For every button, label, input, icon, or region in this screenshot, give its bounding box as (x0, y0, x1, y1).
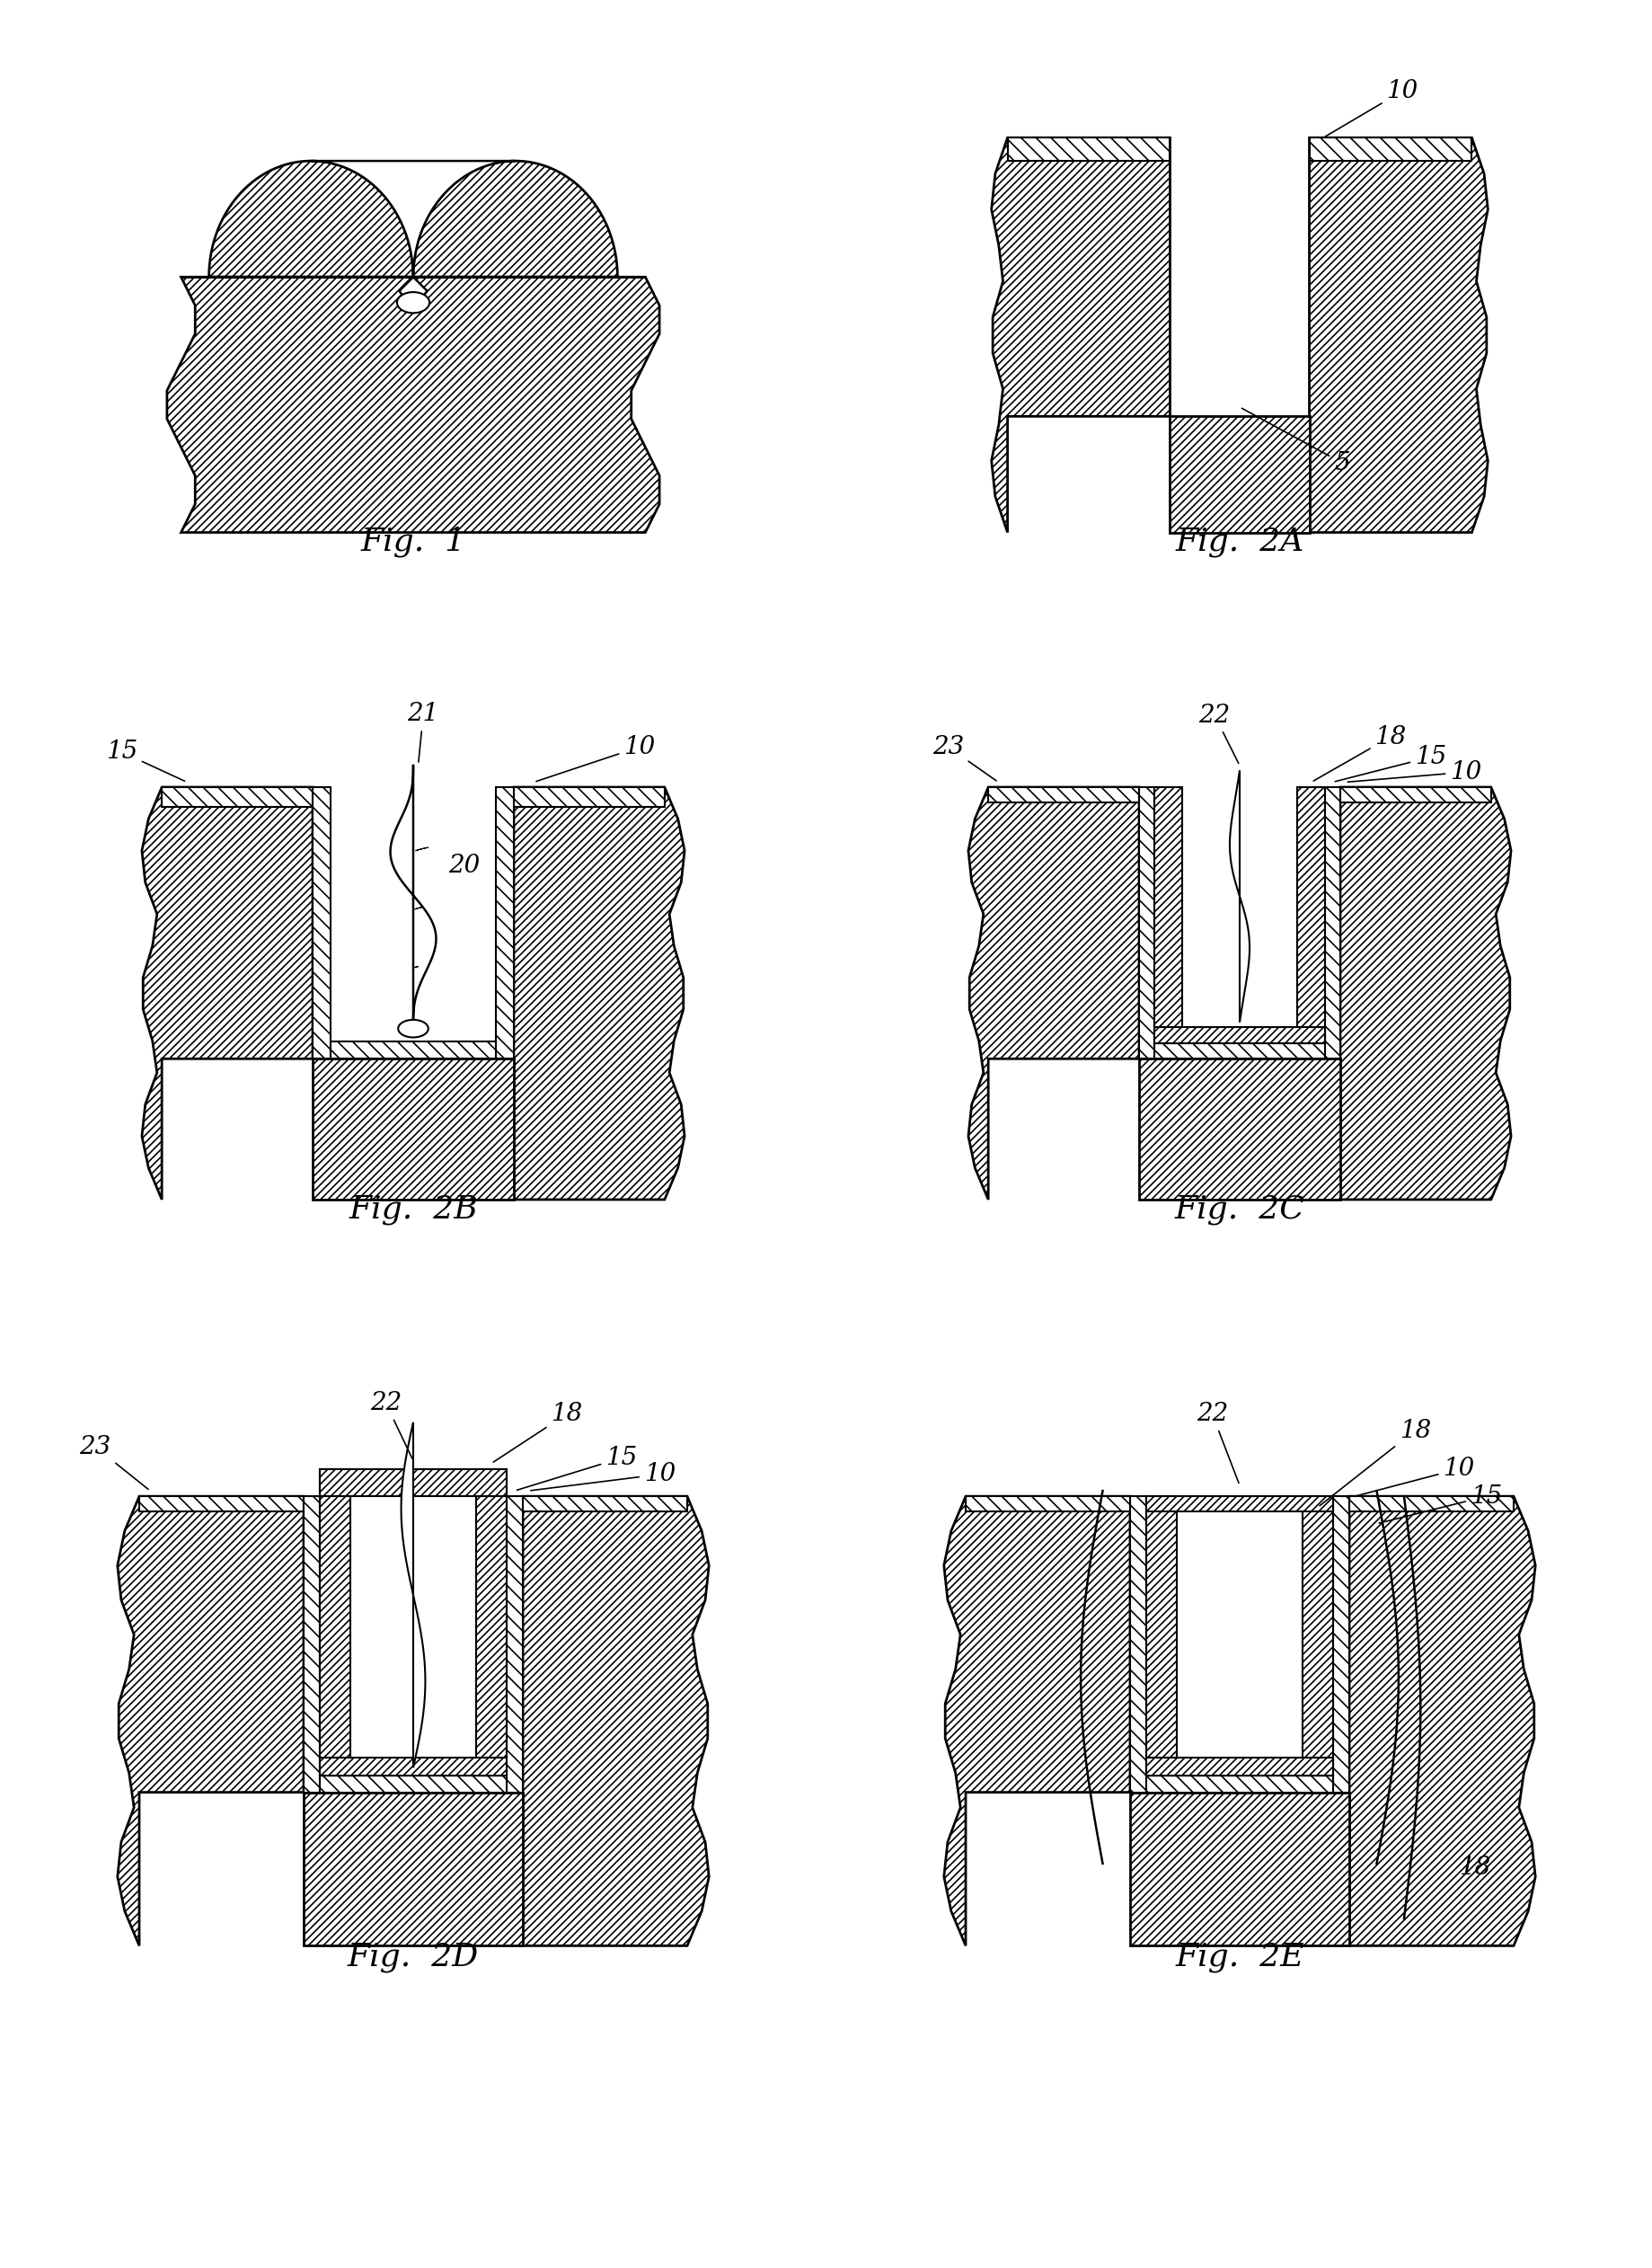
Polygon shape (312, 787, 330, 1059)
Polygon shape (312, 1059, 514, 1200)
Polygon shape (943, 1497, 1130, 1946)
Polygon shape (401, 1422, 425, 1767)
Text: 20: 20 (448, 853, 479, 878)
Polygon shape (139, 1497, 304, 1513)
Polygon shape (1325, 787, 1340, 1059)
Text: Fig.  1: Fig. 1 (360, 526, 466, 558)
Text: 10: 10 (530, 1463, 676, 1490)
Polygon shape (1308, 138, 1470, 161)
Text: 10: 10 (535, 735, 654, 782)
Polygon shape (162, 787, 312, 807)
Polygon shape (390, 764, 436, 1025)
Polygon shape (506, 1497, 522, 1792)
Polygon shape (1229, 771, 1249, 1023)
Text: 10: 10 (1325, 79, 1417, 136)
Polygon shape (320, 1470, 350, 1776)
Text: 15: 15 (106, 739, 185, 780)
Polygon shape (1297, 787, 1325, 1043)
Text: 18: 18 (494, 1402, 582, 1463)
Polygon shape (1348, 1497, 1535, 1946)
Polygon shape (142, 787, 312, 1200)
Polygon shape (1302, 1497, 1332, 1776)
Polygon shape (476, 1470, 506, 1776)
Polygon shape (988, 787, 1138, 803)
Text: 15: 15 (517, 1445, 638, 1490)
Polygon shape (1138, 787, 1153, 1059)
Polygon shape (413, 161, 618, 277)
Polygon shape (320, 1470, 506, 1497)
Polygon shape (167, 277, 659, 533)
Polygon shape (208, 161, 413, 277)
Polygon shape (1153, 1043, 1325, 1059)
Text: 21: 21 (408, 703, 439, 762)
Polygon shape (1130, 1497, 1146, 1792)
Polygon shape (1340, 787, 1510, 1200)
Polygon shape (311, 161, 515, 308)
Text: 5: 5 (1241, 408, 1350, 474)
Polygon shape (1130, 1792, 1348, 1946)
Text: 22: 22 (370, 1390, 411, 1458)
Polygon shape (1138, 1059, 1340, 1200)
Polygon shape (320, 1758, 506, 1776)
Polygon shape (1332, 1497, 1348, 1792)
Polygon shape (330, 1041, 496, 1059)
Polygon shape (1308, 138, 1487, 533)
Text: Fig.  2D: Fig. 2D (347, 1941, 479, 1971)
Polygon shape (1146, 1776, 1332, 1792)
Polygon shape (514, 787, 664, 807)
Text: 15: 15 (1378, 1483, 1502, 1524)
Polygon shape (1153, 787, 1181, 1043)
Polygon shape (991, 138, 1170, 533)
Polygon shape (968, 787, 1138, 1200)
Text: Fig.  2B: Fig. 2B (349, 1195, 477, 1225)
Text: 15: 15 (1335, 744, 1446, 782)
Text: 23: 23 (932, 735, 996, 780)
Text: 18: 18 (1459, 1855, 1490, 1880)
Text: 18: 18 (1318, 1418, 1431, 1506)
Text: 22: 22 (1198, 703, 1237, 764)
Polygon shape (1340, 787, 1490, 803)
Polygon shape (1146, 1497, 1176, 1776)
Polygon shape (304, 1792, 522, 1946)
Text: 23: 23 (79, 1436, 149, 1490)
Polygon shape (1348, 1497, 1513, 1513)
Ellipse shape (398, 1021, 428, 1036)
Text: Fig.  2A: Fig. 2A (1175, 526, 1303, 558)
Text: Fig.  2E: Fig. 2E (1175, 1941, 1303, 1971)
Polygon shape (304, 1497, 320, 1792)
Polygon shape (1008, 138, 1170, 161)
Ellipse shape (396, 293, 430, 313)
Polygon shape (522, 1497, 687, 1513)
Polygon shape (1146, 1497, 1332, 1513)
Polygon shape (1170, 417, 1308, 533)
Text: 10: 10 (1356, 1456, 1474, 1495)
Text: 18: 18 (1313, 726, 1406, 780)
Polygon shape (1146, 1758, 1332, 1776)
Polygon shape (514, 787, 684, 1200)
Text: 22: 22 (1196, 1402, 1237, 1483)
Polygon shape (496, 787, 514, 1059)
Polygon shape (965, 1497, 1130, 1513)
Polygon shape (1153, 1027, 1325, 1043)
Polygon shape (320, 1776, 506, 1792)
Text: 10: 10 (1346, 760, 1480, 785)
Polygon shape (117, 1497, 304, 1946)
Polygon shape (522, 1497, 709, 1946)
Text: Fig.  2C: Fig. 2C (1175, 1195, 1303, 1225)
